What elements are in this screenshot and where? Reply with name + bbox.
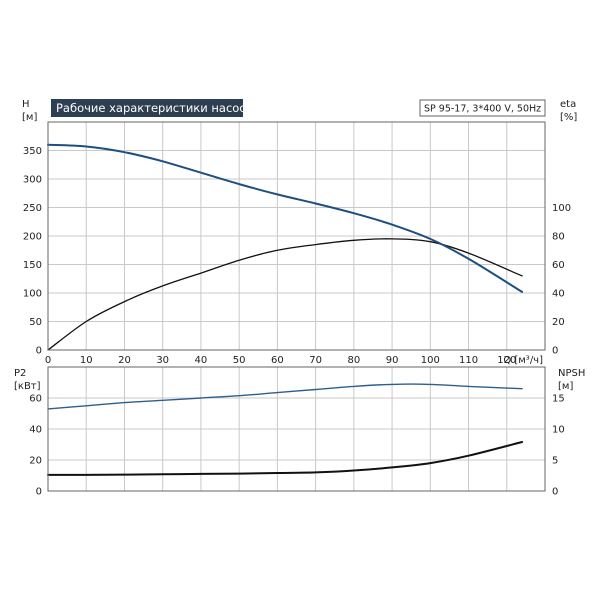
pump-label: SP 95-17, 3*400 V, 50Hz (424, 104, 541, 115)
y-left-axis-title-unit: [м] (22, 112, 37, 123)
top-panel-frame (47, 121, 546, 351)
y-right-tick-label: 20 (552, 317, 565, 328)
y-left-tick-label: 200 (23, 232, 42, 243)
bottom-panel-frame (47, 366, 546, 492)
p2-tick-label: 60 (29, 394, 42, 405)
y-left-axis-title-name: H (22, 99, 30, 110)
npsh-axis-title-unit: [м] (558, 381, 573, 392)
title-background (51, 99, 243, 117)
x-tick-label: 30 (156, 355, 169, 366)
p2-tick-label: 0 (36, 487, 42, 498)
p2-axis-title-name: P2 (14, 368, 26, 379)
y-left-tick-label: 250 (23, 203, 42, 214)
chart-title: Рабочие характеристики насоса (56, 101, 253, 115)
npsh-tick-label: 15 (552, 394, 565, 405)
y-left-tick-label: 300 (23, 175, 42, 186)
x-tick-label: 50 (233, 355, 246, 366)
y-left-tick-label: 150 (23, 260, 42, 271)
npsh-axis-title-name: NPSH (558, 368, 585, 379)
y-right-axis-title-unit: [%] (560, 112, 577, 123)
frame-layer (47, 121, 546, 492)
y-left-tick-label: 350 (23, 146, 42, 157)
p2-tick-label: 40 (29, 425, 42, 436)
y-right-tick-label: 60 (552, 260, 565, 271)
grid-layer (48, 122, 545, 491)
x-tick-label: 70 (309, 355, 322, 366)
x-axis-label: Q [м³/ч] (503, 355, 543, 366)
npsh-tick-label: 5 (552, 456, 558, 467)
p2-power-curve (47, 383, 523, 410)
x-tick-label: 40 (195, 355, 208, 366)
x-tick-label: 60 (271, 355, 284, 366)
pump-label-box (419, 99, 546, 117)
npsh-curve (47, 441, 524, 476)
p2-tick-label: 20 (29, 456, 42, 467)
y-left-tick-label: 0 (36, 346, 42, 357)
y-right-tick-label: 0 (552, 346, 558, 357)
y-left-tick-label: 50 (29, 317, 42, 328)
x-tick-label: 20 (118, 355, 131, 366)
y-right-tick-label: 80 (552, 232, 565, 243)
y-right-axis-title-name: eta (560, 99, 576, 110)
npsh-tick-label: 10 (552, 425, 565, 436)
x-tick-label: 0 (45, 355, 51, 366)
efficiency-curve (47, 238, 523, 351)
head-curve (47, 143, 524, 293)
y-left-tick-label: 100 (23, 289, 42, 300)
y-right-tick-label: 100 (552, 203, 571, 214)
x-tick-label: 110 (459, 355, 478, 366)
y-right-tick-label: 40 (552, 289, 565, 300)
npsh-tick-label: 0 (552, 487, 558, 498)
x-tick-label: 100 (421, 355, 440, 366)
x-tick-label: 120 (497, 355, 516, 366)
x-tick-label: 10 (80, 355, 93, 366)
x-tick-label: 80 (347, 355, 360, 366)
p2-axis-title-unit: [кВт] (14, 381, 41, 392)
x-tick-label: 90 (386, 355, 399, 366)
curve-layer (47, 143, 524, 476)
